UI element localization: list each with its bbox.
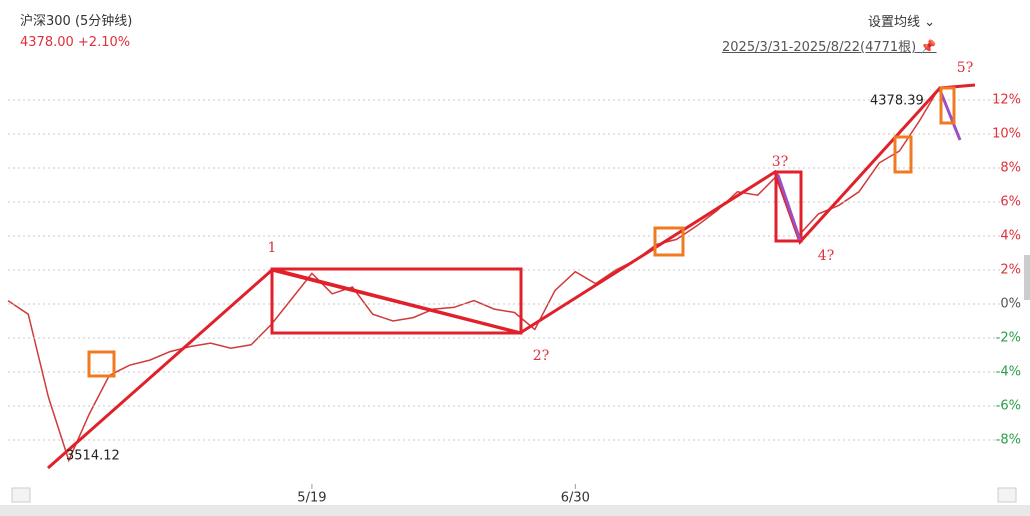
y-tick-label: 10% xyxy=(992,127,1021,142)
orange-box xyxy=(87,350,116,378)
title: 沪深300 (5分钟线) xyxy=(20,14,133,29)
diagonal xyxy=(271,267,522,335)
purple-line xyxy=(776,174,802,241)
wave-label: 3? xyxy=(772,154,788,170)
wave-label: 2? xyxy=(533,348,549,364)
y-tick-label: -4% xyxy=(996,365,1021,380)
price-line xyxy=(7,86,941,463)
y-tick-label: 12% xyxy=(992,93,1021,108)
last-price: 4378.00 xyxy=(20,35,74,50)
wave-label: 1 xyxy=(268,240,277,256)
y-tick-label: -6% xyxy=(996,399,1021,414)
range-box xyxy=(270,267,523,335)
settings-button[interactable]: 设置均线 ⌄ xyxy=(868,15,936,30)
toolbar xyxy=(0,505,1030,516)
settings-label[interactable]: 设置均线 xyxy=(868,15,921,30)
price: 4378.00 +2.10% xyxy=(20,35,130,50)
low-label: 3514.12 xyxy=(66,449,120,464)
wave-label: 4? xyxy=(818,248,834,264)
orange-box xyxy=(939,86,956,125)
y-tick-label: 4% xyxy=(1000,229,1021,244)
scroll-right[interactable] xyxy=(997,487,1017,503)
y-tick-label: 8% xyxy=(1000,161,1021,176)
orange-box xyxy=(893,135,913,174)
wave3-box xyxy=(774,170,803,243)
x-tick-label: 5/19 xyxy=(297,491,326,506)
high-label: 4378.39 xyxy=(870,94,924,109)
scrollbar[interactable] xyxy=(1024,255,1030,300)
date-range[interactable]: 2025/3/31-2025/8/22(4771根) 📌 xyxy=(722,40,937,55)
wave-drawings xyxy=(47,83,976,470)
y-tick-label: -2% xyxy=(996,331,1021,346)
wave-label: 5? xyxy=(957,60,973,76)
price-change: +2.10% xyxy=(77,35,131,50)
range-label[interactable]: 2025/3/31-2025/8/22(4771根) xyxy=(722,40,917,55)
y-tick-label: 0% xyxy=(1000,297,1021,312)
x-tick-label: 6/30 xyxy=(561,491,590,506)
scroll-left[interactable] xyxy=(11,487,31,503)
wave-line xyxy=(47,83,976,470)
y-tick-label: 6% xyxy=(1000,195,1021,210)
orange-box xyxy=(653,226,685,257)
purple-line xyxy=(938,89,962,141)
y-tick-label: 2% xyxy=(1000,263,1021,278)
y-tick-label: -8% xyxy=(996,433,1021,448)
